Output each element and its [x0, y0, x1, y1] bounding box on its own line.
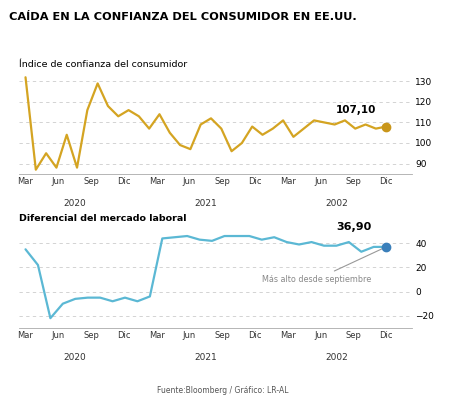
- Text: 2021: 2021: [194, 353, 217, 362]
- Text: Diferencial del mercado laboral: Diferencial del mercado laboral: [19, 214, 186, 223]
- Text: 2020: 2020: [64, 353, 86, 362]
- Text: 2021: 2021: [194, 199, 217, 208]
- Text: 2020: 2020: [64, 199, 86, 208]
- Text: CAÍDA EN LA CONFIANZA DEL CONSUMIDOR EN EE.UU.: CAÍDA EN LA CONFIANZA DEL CONSUMIDOR EN …: [9, 12, 357, 22]
- Text: Fuente:Bloomberg / Gráfico: LR-AL: Fuente:Bloomberg / Gráfico: LR-AL: [157, 386, 289, 395]
- Text: Más alto desde septiembre: Más alto desde septiembre: [262, 248, 383, 284]
- Text: Índice de confianza del consumidor: Índice de confianza del consumidor: [19, 60, 187, 69]
- Text: 36,90: 36,90: [336, 222, 372, 232]
- Text: 2002: 2002: [326, 353, 348, 362]
- Text: 2002: 2002: [326, 199, 348, 208]
- Text: 107,10: 107,10: [336, 105, 376, 115]
